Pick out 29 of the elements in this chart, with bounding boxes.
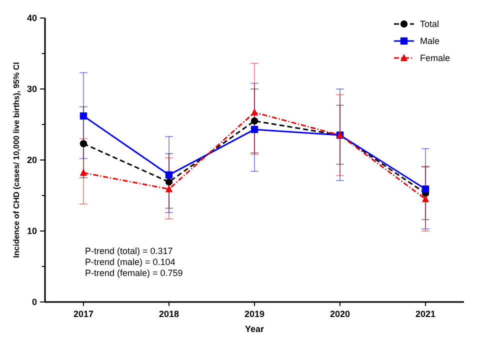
y-tick-label: 20 — [26, 155, 37, 166]
point — [422, 194, 430, 202]
point — [80, 168, 88, 176]
y-tick-label: 30 — [26, 84, 37, 94]
point — [165, 178, 173, 186]
legend-label: Male — [420, 36, 440, 46]
point — [250, 108, 258, 116]
point — [165, 185, 173, 192]
point — [250, 117, 258, 125]
point — [80, 112, 88, 120]
x-axis-title: Year — [244, 324, 264, 334]
x-tick-label: 2017 — [73, 309, 94, 319]
x-tick-label: 2018 — [158, 309, 180, 319]
annotation: P-trend (male) = 0.104 — [85, 257, 176, 267]
point — [422, 186, 430, 193]
point — [250, 126, 258, 134]
point — [80, 140, 88, 148]
y-tick-label: 40 — [26, 13, 37, 24]
legend-label: Total — [420, 19, 440, 30]
x-tick-label: 2021 — [416, 309, 436, 319]
y-tick-label: 10 — [26, 226, 37, 236]
legend-label: Female — [420, 53, 450, 64]
y-tick-label: 0 — [32, 297, 37, 308]
x-tick-label: 2020 — [330, 309, 350, 319]
y-axis-title: Incidence of CHD (cases/ 10,000 live births), 95% CI — [12, 62, 21, 258]
x-tick-label: 2019 — [244, 309, 265, 319]
annotation: P-trend (female) = 0.759 — [85, 268, 183, 278]
annotation: P-trend (total) = 0.317 — [85, 246, 173, 256]
point — [165, 171, 173, 179]
